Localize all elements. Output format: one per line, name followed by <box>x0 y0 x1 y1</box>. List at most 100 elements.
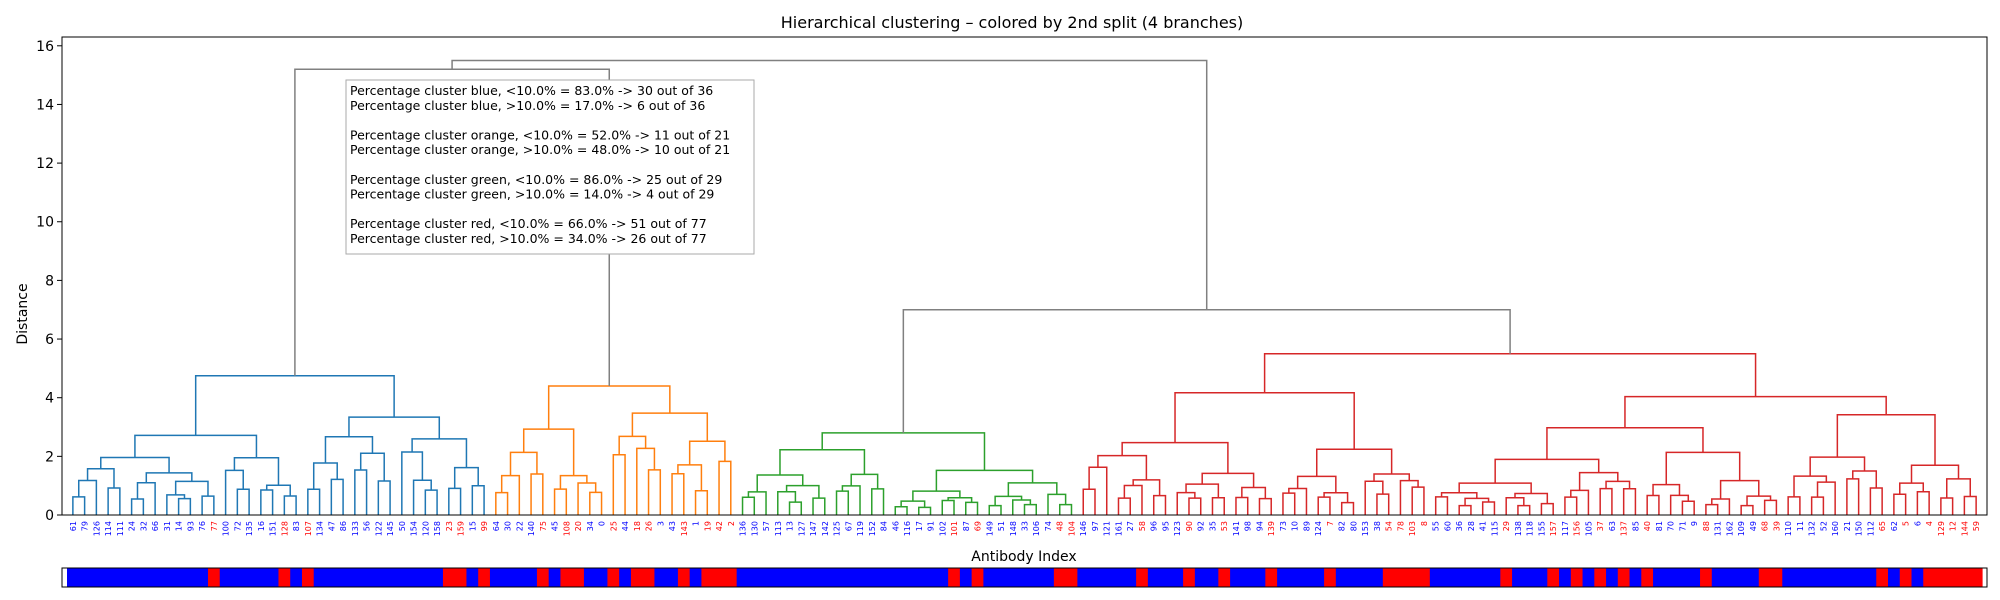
leaf-label: 68 <box>1761 521 1770 531</box>
leaf-label: 82 <box>1338 521 1347 531</box>
leaf-label: 75 <box>539 521 548 531</box>
leaf-label: 40 <box>1643 521 1652 531</box>
cluster-link <box>935 469 1034 492</box>
color-bar-cell <box>1089 568 1102 587</box>
color-bar-cell <box>1183 568 1196 587</box>
color-bar-cell <box>489 568 503 587</box>
color-bar-cell <box>630 568 644 587</box>
color-bar-cell <box>1335 568 1349 587</box>
leaf-label: 92 <box>1197 521 1206 531</box>
color-bar-cell <box>243 568 256 587</box>
cluster-link <box>1869 487 1883 515</box>
leaf-label: 146 <box>1079 521 1088 536</box>
color-bar-cell <box>1852 568 1866 587</box>
leaf-label: 94 <box>1255 521 1264 531</box>
cluster-link <box>1458 504 1472 515</box>
color-bar-cell <box>536 568 550 587</box>
color-bar-cell <box>948 568 961 587</box>
color-bar-cell <box>102 568 115 587</box>
leaf-label: 8 <box>1420 521 1429 526</box>
leaf-label: 72 <box>233 521 242 531</box>
color-bar-cell <box>1629 568 1642 587</box>
leaf-label: 134 <box>316 521 325 536</box>
leaf-label: 91 <box>927 521 936 531</box>
annotation-line: Percentage cluster blue, >10.0% = 17.0% … <box>350 98 705 113</box>
leaf-label: 119 <box>856 521 865 536</box>
leaf-label: 125 <box>833 521 842 536</box>
cluster-link <box>1185 483 1220 498</box>
leaf-label: 107 <box>304 521 313 536</box>
leaf-label: 39 <box>1772 521 1781 531</box>
leaf-label: 103 <box>1408 521 1417 536</box>
color-bar-cell <box>1841 568 1854 587</box>
color-bar-cell <box>713 568 726 587</box>
leaf-label: 110 <box>1784 521 1793 536</box>
leaf-label: 109 <box>1737 521 1746 536</box>
color-bar-cell <box>525 568 538 587</box>
color-bar-cell <box>1371 568 1384 587</box>
leaf-label: 153 <box>1361 521 1370 536</box>
color-bar-cell <box>1429 568 1443 587</box>
leaf-label: 33 <box>1021 521 1030 531</box>
leaf-label: 16 <box>257 521 266 531</box>
cluster-link <box>1578 471 1619 491</box>
cluster-link <box>1624 395 1887 428</box>
color-bar-cell <box>1100 568 1114 587</box>
color-bar-cell <box>983 568 996 587</box>
leaf-label: 100 <box>222 521 231 536</box>
leaf-label: 126 <box>92 521 101 536</box>
color-bar-frame <box>61 567 1988 588</box>
cluster-link <box>1809 456 1866 477</box>
cluster-link <box>1517 504 1531 515</box>
cluster-link <box>130 498 145 515</box>
leaf-label: 27 <box>1126 521 1135 531</box>
color-bar-cell <box>1030 568 1043 587</box>
leaf-label: 37 <box>1596 521 1605 531</box>
color-bar-cell <box>1382 568 1396 587</box>
color-bar-cell <box>196 568 209 587</box>
color-bar-cell <box>1864 568 1877 587</box>
cluster-link <box>941 499 955 515</box>
leaf-label: 129 <box>1937 521 1946 536</box>
color-bar-cell <box>748 568 761 587</box>
color-bar-cell <box>677 568 691 587</box>
annotation-line: Percentage cluster orange, >10.0% = 48.0… <box>350 142 730 157</box>
leaf-label: 115 <box>1490 521 1499 536</box>
leaf-label: 87 <box>962 521 971 531</box>
color-bar-cell <box>901 568 914 587</box>
leaf-label: 60 <box>1443 521 1452 531</box>
leaf-label: 162 <box>1725 521 1734 536</box>
color-bar-cell <box>1300 568 1313 587</box>
leaf-label: 145 <box>386 521 395 536</box>
cluster-link <box>1622 488 1637 515</box>
leaf-label: 136 <box>739 521 748 536</box>
leaf-label: 132 <box>1808 521 1817 536</box>
color-bar-cell <box>1277 568 1290 587</box>
cluster-link <box>348 416 441 439</box>
cluster-link <box>86 468 115 488</box>
color-bar-cell <box>1641 568 1654 587</box>
leaf-label: 99 <box>480 521 489 531</box>
cluster-link <box>636 447 656 515</box>
color-bar-cell <box>1700 568 1713 587</box>
leaf-label: 7 <box>1326 521 1335 526</box>
color-bar-cell <box>595 568 609 587</box>
leaf-label: 25 <box>609 521 618 531</box>
leaf-label: 22 <box>515 521 524 531</box>
cluster-link <box>1411 486 1425 515</box>
cluster-link <box>779 449 866 475</box>
leaf-label: 71 <box>1678 521 1687 531</box>
leaf-label: 101 <box>950 521 959 536</box>
cluster-link <box>1364 480 1384 515</box>
color-bar-cell <box>1829 568 1842 587</box>
cluster-link <box>788 501 803 515</box>
leaf-label: 50 <box>398 521 407 531</box>
color-bar-cell <box>149 568 162 587</box>
leaf-label: 98 <box>1244 521 1253 531</box>
color-bar-cell <box>1159 568 1172 587</box>
cluster-link <box>1546 426 1704 460</box>
leaf-label: 2 <box>727 521 736 526</box>
color-bar-cell <box>924 568 937 587</box>
leaf-labels: 61 79 126 114 111 24 32 66 31 14 93 76 77 100 72 135 16 1… <box>69 521 1981 536</box>
leaf-label: 32 <box>139 521 148 531</box>
